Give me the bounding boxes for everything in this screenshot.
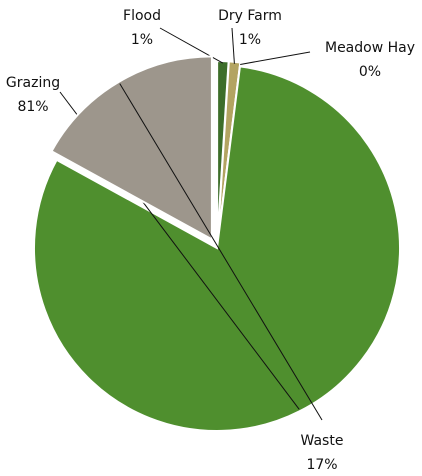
slice-value: 1% [239, 32, 261, 48]
slice-label: Dry Farm [218, 8, 282, 24]
slice-value: 81% [17, 99, 48, 115]
slice-value: 1% [131, 32, 153, 48]
slice-label: Waste [301, 433, 344, 449]
slice-label: Meadow Hay [325, 40, 415, 56]
slice-label: Grazing [6, 75, 60, 91]
leader-line [231, 27, 235, 64]
leader-line [119, 83, 323, 421]
pie-slice [33, 65, 401, 432]
slice-value: 17% [306, 457, 337, 473]
slice-label: Flood [123, 8, 161, 24]
slice-value: 0% [359, 64, 381, 80]
pie-slice [50, 55, 213, 242]
leader-line [240, 51, 311, 65]
